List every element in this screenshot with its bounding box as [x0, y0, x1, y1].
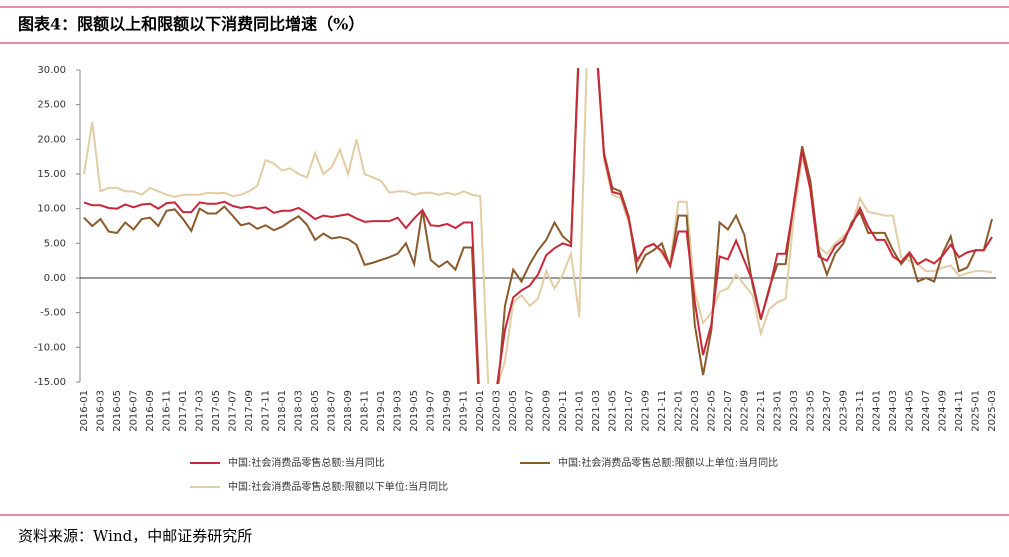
x-tick-label: 2018-07 — [327, 390, 338, 432]
x-tick-label: 2016-09 — [145, 390, 156, 432]
x-tick-label: 2021-11 — [657, 390, 668, 432]
x-tick-label: 2020-03 — [492, 390, 503, 432]
x-tick-label: 2023-01 — [772, 390, 783, 432]
x-tick-label: 2021-03 — [591, 390, 602, 432]
y-tick-label: 5.00 — [44, 238, 66, 249]
x-tick-label: 2024-07 — [921, 390, 932, 432]
line — [83, 68, 993, 384]
plot-area — [83, 68, 993, 384]
x-tick-label: 2024-05 — [904, 390, 915, 432]
x-tick-label: 2022-01 — [673, 390, 684, 432]
x-tick-label: 2018-11 — [360, 390, 371, 432]
x-tick-label: 2020-05 — [508, 390, 519, 432]
legend-label: 中国:社会消费品零售总额:当月同比 — [228, 456, 385, 469]
y-tick-label: -10.00 — [34, 342, 66, 353]
x-tick-label: 2017-03 — [195, 390, 206, 432]
y-tick-label: 30.00 — [37, 65, 66, 76]
x-tick-label: 2016-11 — [162, 390, 173, 432]
x-tick-label: 2024-11 — [954, 390, 965, 432]
y-tick-label: 10.00 — [37, 204, 66, 215]
x-tick-label: 2025-03 — [987, 390, 998, 432]
x-tick-label: 2019-09 — [442, 390, 453, 432]
line — [83, 68, 993, 384]
x-tick-label: 2023-11 — [855, 390, 866, 432]
x-tick-label: 2023-07 — [822, 390, 833, 432]
x-tick-label: 2019-11 — [459, 390, 470, 432]
x-tick-label: 2017-05 — [211, 390, 222, 432]
y-tick-label: -15.00 — [34, 377, 66, 388]
x-tick-label: 2022-07 — [723, 390, 734, 432]
legend-label: 中国:社会消费品零售总额:限额以上单位:当月同比 — [558, 456, 778, 469]
x-tick-label: 2023-05 — [805, 390, 816, 432]
x-tick-label: 2022-03 — [690, 390, 701, 432]
x-tick-label: 2019-01 — [376, 390, 387, 432]
x-tick-label: 2022-05 — [706, 390, 717, 432]
y-tick-label: 15.00 — [37, 169, 66, 180]
x-tick-label: 2022-09 — [739, 390, 750, 432]
x-tick-label: 2017-01 — [178, 390, 189, 432]
x-tick-label: 2019-03 — [393, 390, 404, 432]
x-tick-label: 2020-09 — [541, 390, 552, 432]
y-tick-label: 25.00 — [37, 100, 66, 111]
line — [83, 68, 993, 384]
legend-label: 中国:社会消费品零售总额:限额以下单位:当月同比 — [228, 480, 448, 493]
x-tick-label: 2017-07 — [228, 390, 239, 432]
x-tick-label: 2024-01 — [871, 390, 882, 432]
x-tick-label: 2025-01 — [970, 390, 981, 432]
x-tick-label: 2023-09 — [838, 390, 849, 432]
x-tick-label: 2024-09 — [937, 390, 948, 432]
x-tick-label: 2022-11 — [756, 390, 767, 432]
x-tick-label: 2016-03 — [96, 390, 107, 432]
x-tick-label: 2024-03 — [888, 390, 899, 432]
x-tick-label: 2021-05 — [607, 390, 618, 432]
x-tick-label: 2021-07 — [624, 390, 635, 432]
x-tick-label: 2020-07 — [525, 390, 536, 432]
x-tick-label: 2021-01 — [574, 390, 585, 432]
x-tick-label: 2018-03 — [294, 390, 305, 432]
x-tick-label: 2018-05 — [310, 390, 321, 432]
x-tick-label: 2020-11 — [558, 390, 569, 432]
x-tick-label: 2020-01 — [475, 390, 486, 432]
y-tick-label: -5.00 — [40, 308, 66, 319]
y-tick-label: 20.00 — [37, 134, 66, 145]
x-tick-label: 2021-09 — [640, 390, 651, 432]
x-tick-label: 2017-09 — [244, 390, 255, 432]
x-tick-label: 2016-07 — [129, 390, 140, 432]
x-tick-label: 2016-01 — [79, 390, 90, 432]
chart-title: 图表4：限额以上和限额以下消费同比增速（%） — [18, 15, 364, 34]
y-tick-label: 0.00 — [44, 273, 66, 284]
x-tick-label: 2018-01 — [277, 390, 288, 432]
x-tick-label: 2019-05 — [409, 390, 420, 432]
source: 资料来源：Wind，中邮证券研究所 — [18, 527, 252, 545]
x-tick-label: 2016-05 — [112, 390, 123, 432]
x-tick-label: 2019-07 — [426, 390, 437, 432]
x-tick-label: 2023-03 — [789, 390, 800, 432]
x-tick-label: 2017-11 — [261, 390, 272, 432]
x-tick-label: 2018-09 — [343, 390, 354, 432]
